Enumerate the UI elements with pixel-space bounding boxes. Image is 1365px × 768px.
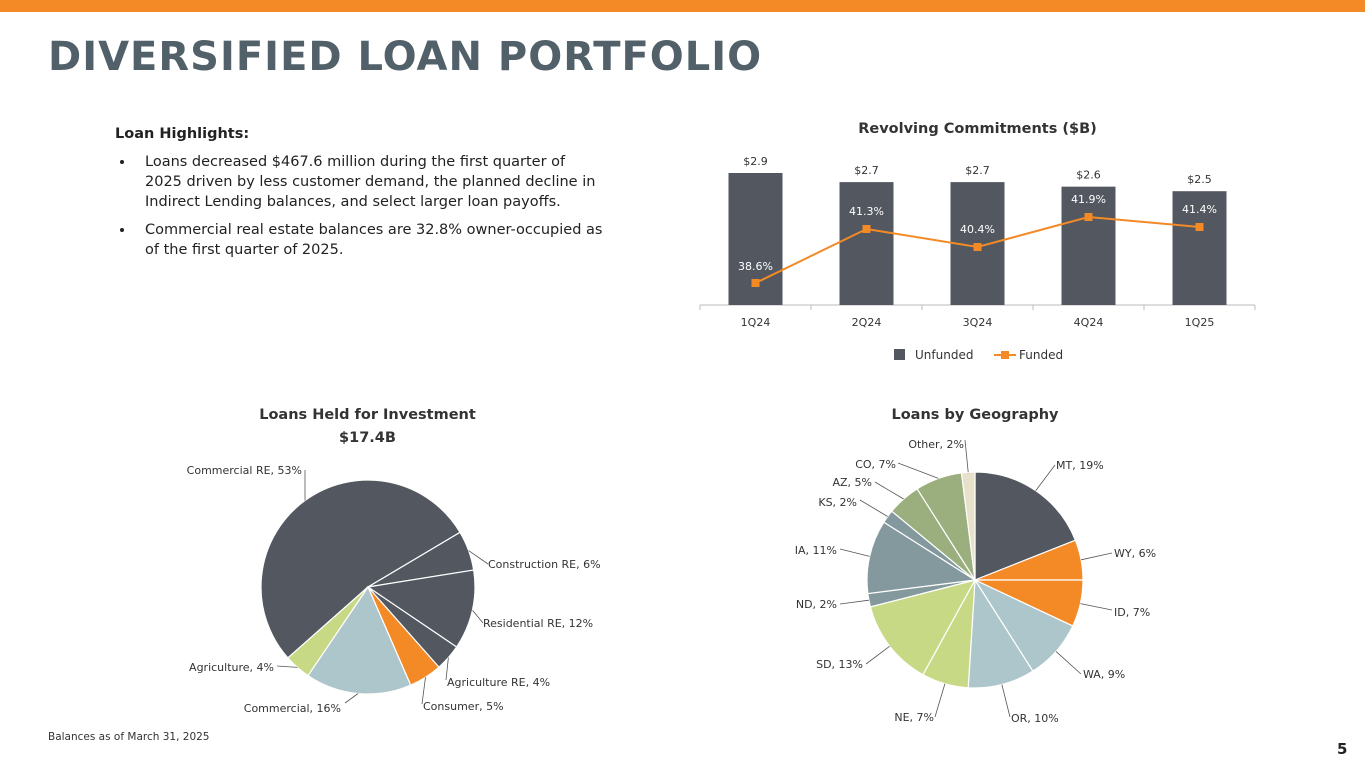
lhfi-leader-line [421, 677, 426, 705]
geo-slice-label: MT, 19% [1056, 459, 1104, 472]
loan-highlights: Loan Highlights: Loans decreased $467.6 … [115, 124, 605, 268]
legend-unfunded-label: Unfunded [915, 348, 973, 362]
lhfi-leader-line [445, 657, 449, 681]
bar-value-label: $2.7 [854, 164, 879, 177]
lhfi-slice-label: Construction RE, 6% [488, 558, 601, 571]
highlights-heading: Loan Highlights: [115, 126, 250, 142]
geo-slice-label: OR, 10% [1011, 712, 1059, 725]
bar-value-label: $2.7 [965, 164, 990, 177]
geo-slice-label: CO, 7% [855, 458, 896, 471]
lhfi-slice-label: Residential RE, 12% [483, 617, 593, 630]
geo-leader-line [839, 599, 869, 605]
unfunded-bar [839, 182, 894, 305]
geo-slice-label: WA, 9% [1083, 668, 1125, 681]
funded-value-label: 41.9% [1071, 193, 1106, 206]
lhfi-leader-line [344, 693, 359, 704]
lhfi-leader-line [472, 609, 484, 624]
lhfi-slice [260, 479, 461, 659]
geo-slice-label: Other, 2% [908, 438, 964, 451]
geo-leader-line [964, 439, 969, 473]
revolving-chart-title: Revolving Commitments ($B) [858, 121, 1097, 137]
lhfi-slice [307, 585, 412, 695]
lhfi-chart-title: Loans Held for Investment [259, 407, 476, 423]
geo-slice-label: SD, 13% [816, 658, 863, 671]
funded-value-label: 41.3% [849, 205, 884, 218]
geo-slice [869, 579, 977, 676]
unfunded-bar [1061, 186, 1116, 305]
top-accent-bar [0, 0, 1365, 12]
geo-leader-line [1001, 684, 1011, 718]
x-tick-label: 4Q24 [1074, 316, 1104, 329]
geo-leader-line [1080, 603, 1113, 611]
legend-unfunded-swatch [894, 349, 905, 360]
funded-value-label: 38.6% [738, 260, 773, 273]
geo-slice [866, 521, 977, 595]
lhfi-slice-label: Agriculture, 4% [189, 661, 274, 674]
x-tick-label: 1Q24 [741, 316, 771, 329]
geo-leader-line [1081, 552, 1113, 561]
lhfi-leader-line [468, 550, 489, 565]
lhfi-total: $17.4B [339, 430, 396, 446]
page-title: DIVERSIFIED LOAN PORTFOLIO [48, 34, 763, 80]
highlight-bullet: Commercial real estate balances are 32.8… [135, 220, 605, 260]
lhfi-leader-line [276, 665, 298, 668]
geo-leader-line [1055, 651, 1082, 675]
lhfi-slice-label: Commercial, 16% [244, 702, 341, 715]
geo-chart-title: Loans by Geography [891, 407, 1059, 423]
geo-slice [974, 471, 1077, 581]
geo-leader-line [1035, 464, 1056, 491]
lhfi-slice-label: Commercial RE, 53% [187, 464, 302, 477]
geo-slice-label: WY, 6% [1114, 547, 1156, 560]
geo-slice-label: NE, 7% [894, 711, 934, 724]
geo-slice-label: ID, 7% [1114, 606, 1150, 619]
legend-funded-label: Funded [1019, 348, 1063, 362]
geo-leader-line [874, 481, 904, 500]
lhfi-slice-label: Agriculture RE, 4% [447, 676, 550, 689]
geo-leader-line [865, 645, 890, 665]
funded-marker [973, 243, 982, 251]
geo-leader-line [839, 548, 870, 557]
funded-marker [1084, 213, 1093, 221]
funded-marker [1195, 223, 1204, 231]
bar-value-label: $2.9 [743, 155, 768, 168]
geo-leader-line [934, 683, 946, 718]
footnote: Balances as of March 31, 2025 [48, 731, 210, 743]
bar-value-label: $2.5 [1187, 173, 1212, 186]
unfunded-bar [1172, 191, 1227, 305]
legend-funded-marker [1001, 351, 1009, 359]
geo-leader-line [897, 462, 939, 479]
x-tick-label: 1Q25 [1185, 316, 1215, 329]
funded-value-label: 41.4% [1182, 203, 1217, 216]
highlight-bullet: Loans decreased $467.6 million during th… [135, 152, 605, 212]
highlights-list: Loans decreased $467.6 million during th… [115, 152, 605, 260]
funded-marker [862, 225, 871, 233]
page-number: 5 [1337, 740, 1348, 758]
geo-slice-label: AZ, 5% [832, 476, 872, 489]
x-tick-label: 3Q24 [963, 316, 993, 329]
geo-slice-label: IA, 11% [795, 544, 837, 557]
funded-marker [751, 279, 760, 287]
geo-leader-line [859, 499, 888, 517]
lhfi-slice-label: Consumer, 5% [423, 700, 504, 713]
geo-slice-label: ND, 2% [796, 598, 837, 611]
geo-slice-label: KS, 2% [818, 496, 857, 509]
geo-slice [960, 471, 976, 581]
bar-value-label: $2.6 [1076, 169, 1101, 182]
funded-value-label: 40.4% [960, 223, 995, 236]
lhfi-slice [366, 569, 476, 648]
x-tick-label: 2Q24 [852, 316, 882, 329]
